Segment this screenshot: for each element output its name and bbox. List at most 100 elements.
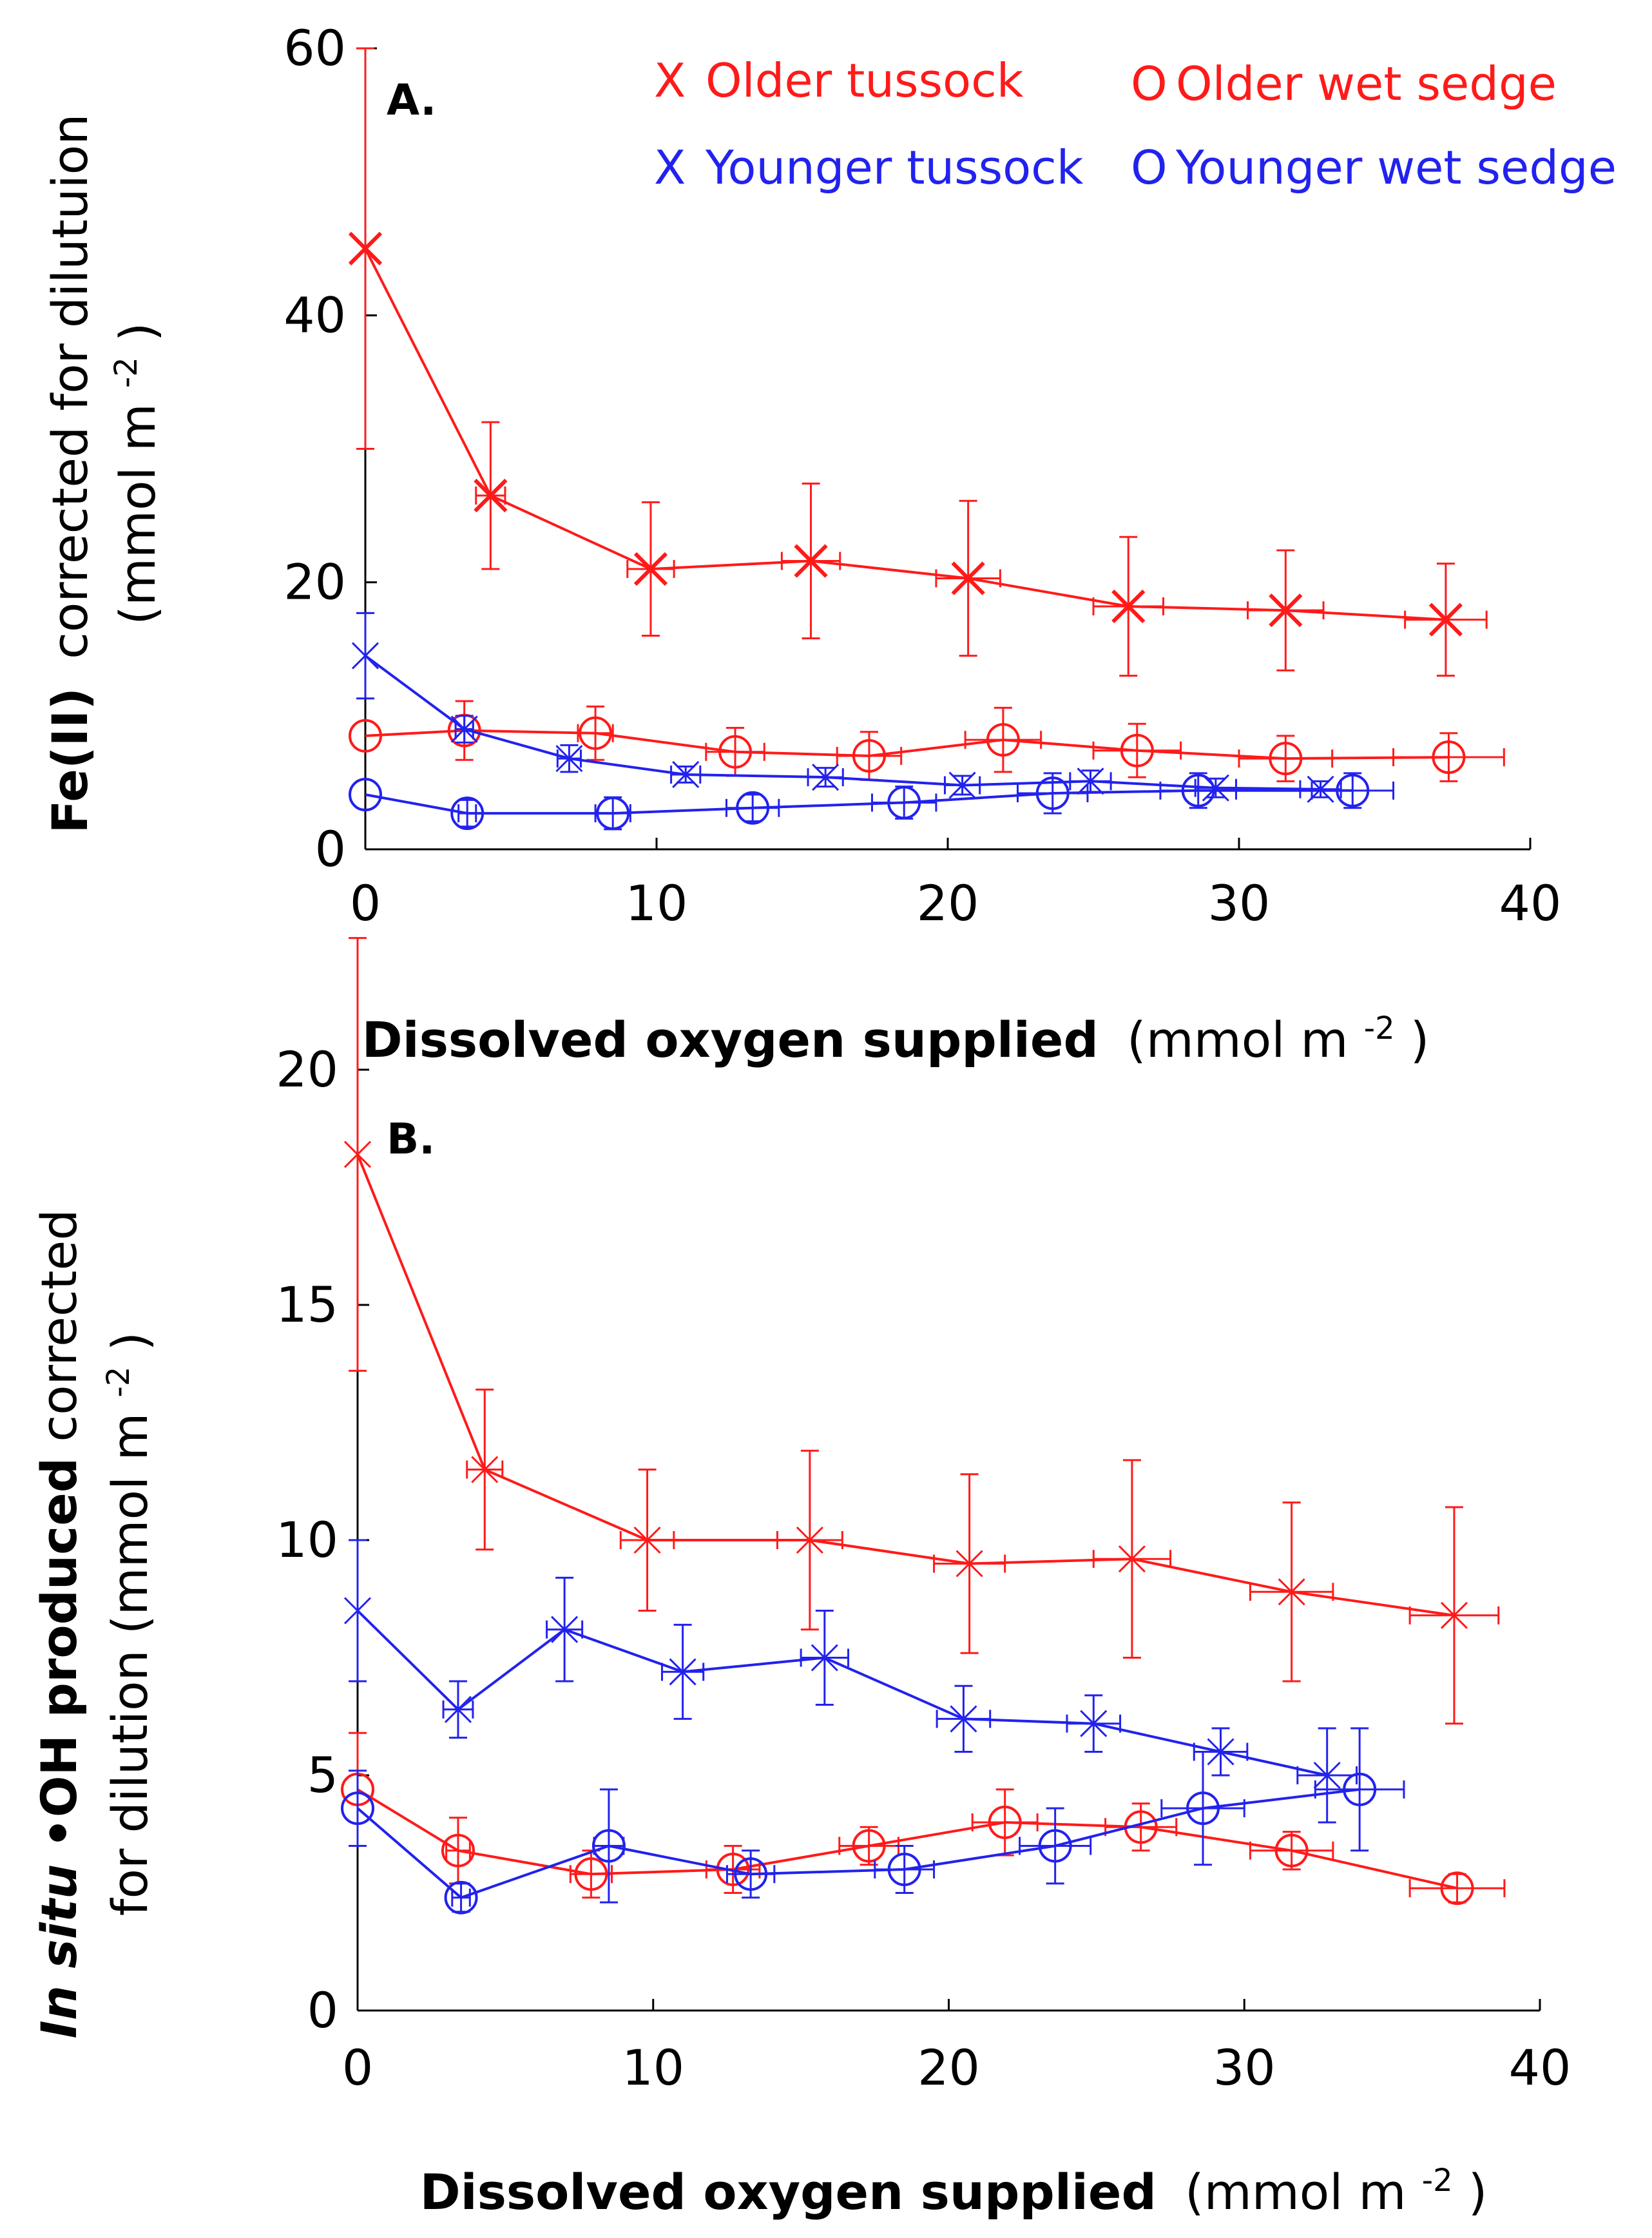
panel-b-older-tussock-point-6 [1249, 1501, 1334, 1683]
panel-a-younger-wet-sedge-point-6 [1159, 772, 1237, 809]
panel-a-younger-wet-sedge-point-7 [1311, 772, 1395, 809]
panel-a-younger-wet-sedge-marker-2 [596, 796, 630, 831]
panel-b-y-label-italic: In situ [30, 1864, 88, 2039]
panel-a-younger-wet-sedge-series [349, 772, 1395, 831]
panel-a-younger-tussock-marker-2 [555, 745, 583, 773]
panel-b-younger-tussock-series [343, 1539, 1358, 1824]
panel-b-younger-wet-sedge-marker-6 [1186, 1791, 1220, 1826]
panel-a-younger-tussock-point-6 [1069, 767, 1112, 795]
panel-b: 0 10 20 30 40 0 5 10 15 20 B. Dissolved oxygen su… [30, 937, 1571, 2221]
panel-a-legend: X Older tussock O Older wet sedge X Youn… [654, 53, 1617, 195]
panel-b-older-tussock-marker-0 [343, 1141, 372, 1168]
panel-a-younger-wet-sedge-point-4 [870, 786, 937, 820]
panel-a-y-label-sup: -2 [108, 357, 144, 388]
panel-b-younger-tussock-marker-2 [551, 1616, 579, 1643]
panel-a-older-wet-sedge-marker-3 [718, 735, 753, 769]
panel-b-older-tussock-marker-6 [1278, 1578, 1305, 1606]
panel-b-younger-tussock-point-4 [800, 1610, 850, 1706]
panel-a-older-tussock-marker-2 [633, 552, 668, 586]
panel-a-older-wet-sedge-marker-2 [579, 716, 613, 750]
panel-a-older-wet-sedge-marker-7 [1269, 742, 1303, 776]
panel-a-younger-tussock-point-5 [943, 771, 981, 799]
legend-younger-wet-sedge-label: Younger wet sedge [1175, 140, 1617, 195]
panel-b-older-tussock-series [343, 937, 1500, 1725]
panel-b-younger-tussock-point-8 [1296, 1727, 1358, 1824]
panel-b-older-tussock-marker-5 [1118, 1545, 1146, 1573]
panel-a-older-wet-sedge-point-6 [1092, 722, 1182, 778]
panel-b-x-tick-label-0: 0 [342, 2039, 373, 2096]
panel-b-older-wet-sedge-point-5 [971, 1788, 1039, 1857]
panel-b-younger-wet-sedge-point-0 [341, 1770, 374, 1847]
legend-younger-tussock-symbol: X [654, 140, 686, 195]
panel-a-younger-wet-sedge-point-5 [1016, 772, 1089, 815]
panel-b-older-tussock-point-7 [1408, 1506, 1500, 1725]
panel-b-older-tussock-point-0 [343, 937, 372, 1372]
panel-a-younger-tussock-marker-1 [450, 715, 478, 743]
panel-a-younger-tussock-point-4 [807, 764, 844, 791]
legend-younger-wet-sedge-symbol: O [1131, 140, 1167, 195]
panel-b-younger-tussock-marker-7 [1207, 1738, 1234, 1766]
panel-a-younger-wet-sedge-marker-6 [1181, 773, 1215, 807]
panel-b-older-wet-sedge-point-7 [1249, 1831, 1334, 1871]
panel-b-younger-tussock-point-5 [936, 1684, 992, 1753]
panel-b-younger-wet-sedge-point-2 [591, 1788, 626, 1904]
panel-b-older-tussock-marker-7 [1440, 1601, 1468, 1629]
panel-b-younger-tussock-point-1 [442, 1680, 474, 1739]
panel-a-y-tick-label-20: 20 [283, 554, 346, 611]
panel-b-younger-wet-sedge-point-4 [874, 1845, 936, 1894]
panel-a-younger-tussock-point-3 [670, 760, 702, 789]
panel-a-x-axis-label: Dissolved oxygen supplied (mmol m -2 ) [362, 993, 1430, 1068]
panel-a-axes: 0 10 20 30 40 0 20 40 60 [283, 19, 1561, 932]
legend-older-tussock-symbol: X [654, 53, 686, 108]
panel-a-older-tussock-marker-7 [1428, 603, 1463, 637]
panel-a-older-tussock-point-4 [935, 499, 1001, 657]
panel-b-younger-wet-sedge-point-1 [444, 1880, 478, 1915]
panel-a-younger-tussock-point-0 [351, 612, 379, 700]
legend-older-wet-sedge-label: Older wet sedge [1176, 57, 1557, 111]
panel-a-younger-tussock-point-1 [450, 715, 478, 744]
panel-b-younger-wet-sedge-marker-0 [341, 1791, 374, 1826]
panel-a-older-tussock-marker-4 [951, 561, 985, 595]
panel-b-older-tussock-marker-2 [633, 1526, 661, 1554]
panel-b-older-tussock-point-5 [1092, 1459, 1172, 1659]
panel-b-older-wet-sedge-marker-1 [441, 1833, 475, 1867]
panel-b-older-wet-sedge-marker-5 [988, 1806, 1022, 1839]
panel-a-y-tick-label-40: 40 [283, 286, 346, 343]
legend-older-wet-sedge-symbol: O [1131, 57, 1167, 111]
panel-a-younger-wet-sedge-point-0 [349, 778, 382, 812]
panel-b-younger-wet-sedge-marker-4 [887, 1853, 921, 1886]
panel-a-series [348, 47, 1505, 831]
panel-a-younger-wet-sedge-point-1 [450, 796, 485, 831]
panel-a-younger-tussock-marker-3 [672, 760, 700, 789]
panel-b-younger-wet-sedge-point-7 [1314, 1727, 1405, 1852]
panel-a-y-label-unit: (mmol m [109, 403, 166, 625]
legend-younger-tussock-label: Younger tussock [705, 140, 1084, 195]
panel-b-y-label-bold: •OH produced [30, 1458, 88, 1849]
panel-a-younger-wet-sedge-marker-5 [1035, 776, 1070, 810]
legend-older-tussock-label: Older tussock [706, 53, 1024, 108]
panel-b-younger-wet-sedge-marker-3 [734, 1857, 768, 1891]
panel-b-y-label-end: ) [101, 1332, 158, 1351]
panel-a-older-tussock-point-5 [1092, 535, 1164, 677]
panel-a-y-tick-label-60: 60 [283, 19, 346, 77]
panel-a-older-wet-sedge-point-7 [1238, 735, 1334, 782]
panel-a-older-tussock-point-0 [348, 47, 383, 450]
panel-b-x-label-sup: -2 [1422, 2163, 1453, 2199]
panel-a-y-label-bold: Fe(II) [41, 688, 99, 833]
panel-b-younger-wet-sedge-marker-7 [1343, 1772, 1377, 1806]
panel-b-older-wet-sedge-marker-7 [1274, 1833, 1309, 1867]
panel-a-older-wet-sedge-point-2 [577, 705, 614, 761]
panel-a-older-tussock-point-2 [626, 501, 675, 637]
panel-b-older-tussock-point-4 [933, 1473, 1006, 1654]
panel-b-older-tussock-point-2 [619, 1469, 675, 1612]
panel-b-younger-tussock-point-0 [343, 1539, 372, 1683]
panel-b-older-wet-sedge-marker-2 [574, 1857, 608, 1891]
panel-a-x-tick-label-20: 20 [917, 874, 979, 932]
panel-b-younger-wet-sedge-point-6 [1160, 1751, 1245, 1866]
panel-b-older-tussock-line [356, 1153, 1455, 1617]
panel-a-x-tick-label-10: 10 [626, 874, 688, 932]
panel-a-x-tick-label-0: 0 [350, 874, 381, 932]
panel-b-younger-tussock-point-2 [546, 1576, 584, 1683]
